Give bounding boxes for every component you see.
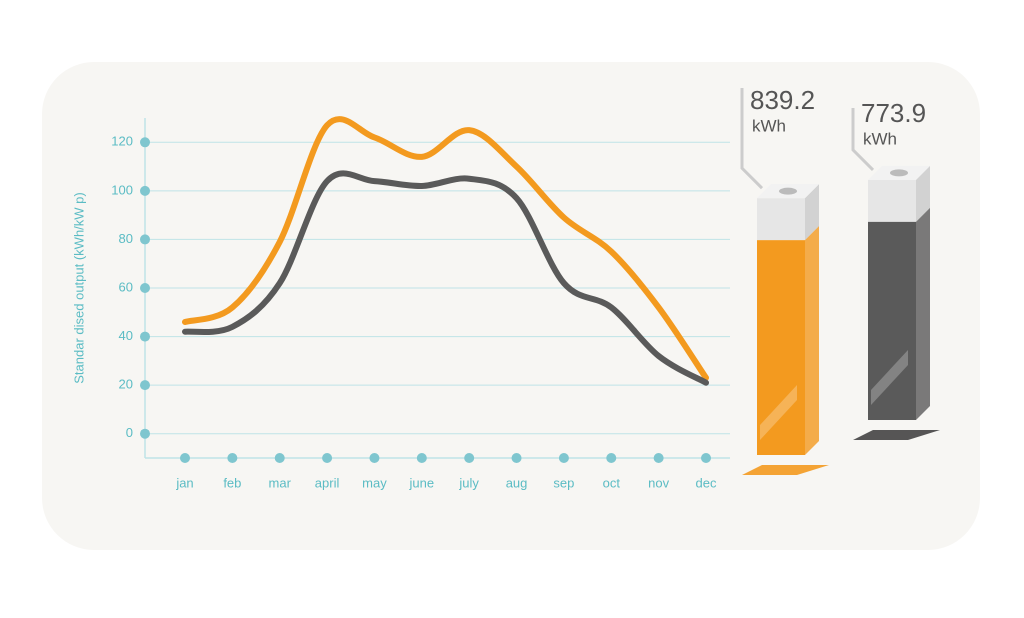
x-tick-label: june (409, 475, 435, 490)
x-tick-label: mar (269, 475, 292, 490)
bar-cap-side (916, 165, 930, 222)
bar (757, 240, 805, 455)
x-tick-dot (558, 453, 569, 463)
x-tick-dot (701, 453, 711, 463)
bar-cap-side (805, 184, 819, 241)
y-tick-label: 20 (119, 377, 133, 392)
x-tick-label: july (458, 475, 479, 490)
y-tick-dot (140, 283, 150, 293)
x-tick-label: dec (696, 475, 717, 490)
total-value: 773.9 (861, 98, 926, 128)
y-tick-label: 0 (126, 425, 133, 440)
y-tick-label: 100 (111, 182, 133, 197)
x-tick-label: aug (506, 475, 528, 490)
x-tick-dot (606, 453, 617, 463)
y-tick-label: 40 (119, 328, 133, 343)
bar-shadow (853, 430, 940, 440)
x-tick-dot (653, 453, 664, 463)
x-tick-dot (511, 453, 522, 463)
x-tick-label: jan (175, 475, 193, 490)
y-tick-dot (140, 331, 150, 342)
bar-side (805, 226, 819, 455)
bar-shadow (742, 465, 829, 475)
bar-shine (871, 350, 908, 405)
bar-side (916, 207, 930, 420)
total-unit: kWh (752, 116, 786, 135)
bar-cap (868, 179, 916, 222)
x-tick-dot (464, 453, 475, 463)
x-tick-dot (416, 453, 427, 463)
bar-cap-hole (779, 187, 797, 195)
y-tick-label: 120 (111, 134, 133, 149)
total-unit: kWh (863, 129, 897, 148)
x-tick-dot (369, 453, 380, 463)
callout-line (740, 88, 764, 190)
bar (868, 221, 916, 420)
y-tick-dot (140, 380, 150, 391)
x-tick-dot (274, 453, 285, 463)
y-tick-dot (140, 234, 150, 245)
x-tick-label: sep (553, 475, 574, 490)
x-tick-label: april (315, 475, 340, 490)
total-value: 839.2 (750, 85, 815, 115)
bar-cap-hole (890, 169, 908, 177)
x-tick-label: feb (223, 475, 241, 490)
series-line (182, 170, 709, 386)
y-axis-label: Standar dised output (kWh/kW p) (71, 192, 86, 383)
x-tick-label: may (362, 475, 387, 490)
series-line (182, 116, 709, 381)
x-tick-label: nov (648, 475, 669, 490)
y-tick-label: 60 (119, 279, 133, 294)
x-tick-label: oct (603, 475, 621, 490)
y-tick-dot (140, 185, 150, 196)
callout-line (851, 108, 875, 171)
y-tick-label: 80 (119, 231, 133, 246)
panel (42, 62, 980, 550)
x-tick-dot (180, 453, 190, 463)
bar-cap (757, 198, 805, 241)
x-tick-dot (227, 453, 238, 463)
bar-shine (760, 385, 797, 440)
y-tick-dot (140, 428, 150, 439)
x-tick-dot (322, 453, 333, 463)
y-tick-dot (140, 137, 150, 148)
